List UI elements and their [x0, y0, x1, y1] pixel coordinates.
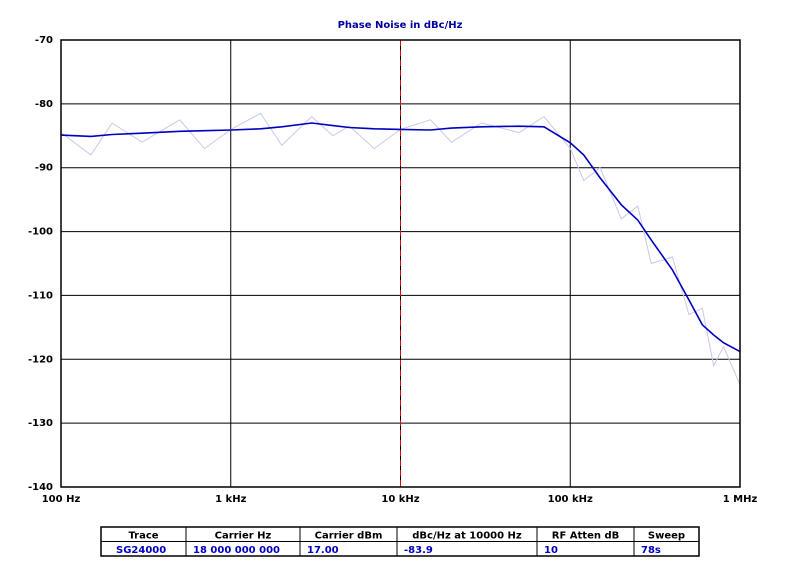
- y-tick-label: -120: [28, 354, 53, 365]
- table-cell: -83.9: [404, 545, 433, 556]
- x-tick-label: 1 kHz: [215, 494, 246, 505]
- y-tick-label: -80: [35, 99, 53, 110]
- line-series: [60, 112, 741, 385]
- x-tick-label: 100 kHz: [548, 494, 593, 505]
- table-header: Carrier dBm: [315, 530, 383, 541]
- line-series: [60, 122, 741, 353]
- y-tick-label: -110: [28, 290, 53, 301]
- y-tick-label: -140: [28, 482, 53, 493]
- table-header: dBc/Hz at 10000 Hz: [412, 530, 522, 541]
- x-tick-label: 10 kHz: [381, 494, 419, 505]
- x-tick-label: 100 Hz: [42, 494, 81, 505]
- plot-border: [60, 39, 741, 488]
- table-header: Sweep: [648, 530, 685, 541]
- y-tick-label: -90: [35, 163, 53, 174]
- table-header: RF Atten dB: [552, 530, 619, 541]
- table-cell: 17.00: [307, 545, 339, 556]
- table-cell: 78s: [641, 545, 661, 556]
- y-tick-label: -130: [28, 418, 53, 429]
- y-tick-label: -100: [28, 227, 53, 238]
- table-header: Carrier Hz: [215, 530, 272, 541]
- table-cell: 10: [544, 545, 558, 556]
- chart-title: Phase Noise in dBc/Hz: [338, 20, 463, 31]
- y-tick-label: -70: [35, 35, 53, 46]
- table-header: Trace: [128, 530, 158, 541]
- table-cell: SG24000: [116, 545, 166, 556]
- x-tick-label: 1 MHz: [723, 494, 758, 505]
- table-cell: 18 000 000 000: [193, 545, 280, 556]
